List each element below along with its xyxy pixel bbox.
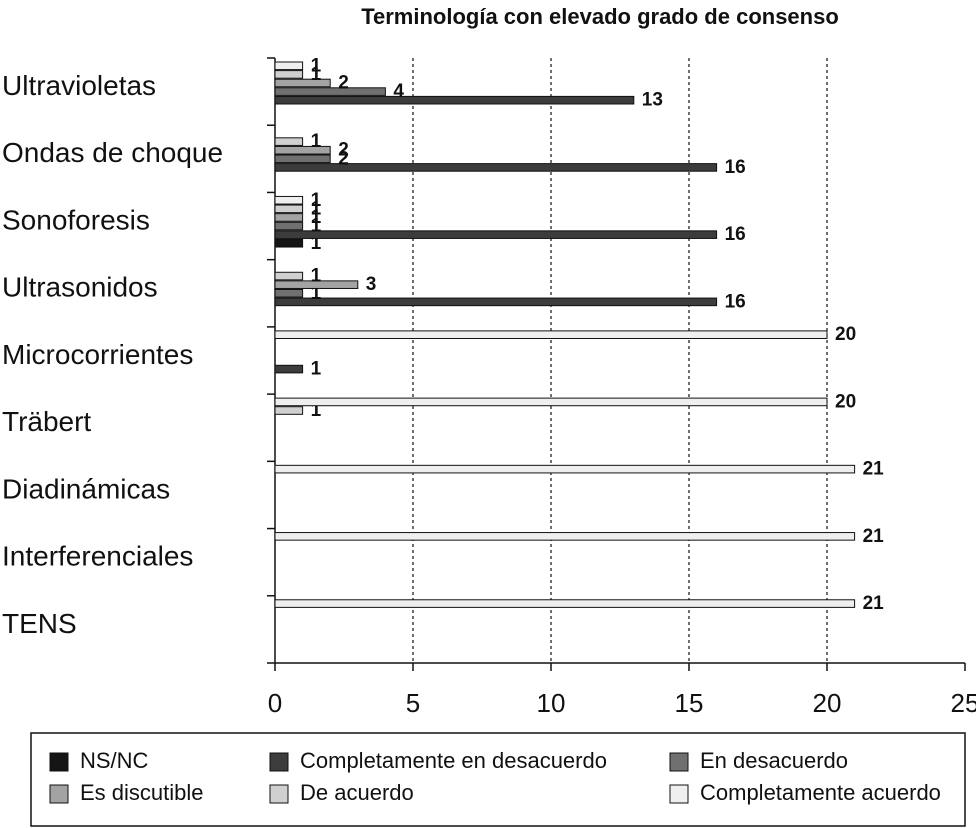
bar: [274, 137, 304, 146]
value-label: 20: [835, 391, 856, 412]
legend-swatch: [49, 752, 69, 772]
value-label: 1: [311, 55, 322, 76]
value-label: 1: [311, 400, 322, 421]
bar: [274, 599, 856, 608]
legend-swatch: [269, 752, 289, 772]
bar: [274, 330, 828, 339]
value-label: 1: [311, 64, 322, 85]
bar: [274, 221, 304, 231]
legend-label: NS/NC: [80, 748, 149, 773]
y-tick-label: Interferenciales: [2, 541, 193, 572]
bar: [274, 532, 856, 541]
value-label: 13: [642, 90, 663, 111]
y-tick-label: Sonoforesis: [2, 204, 150, 235]
value-label: 1: [311, 266, 322, 287]
legend-swatch: [269, 784, 289, 804]
legend-label: De acuerdo: [300, 780, 414, 805]
bar: [274, 406, 304, 415]
value-label: 1: [311, 233, 322, 254]
x-tick-label: 15: [675, 688, 704, 718]
bar: [274, 213, 304, 222]
value-label: 1: [311, 131, 322, 152]
legend-swatch: [669, 784, 689, 804]
y-tick-label: Microcorrientes: [2, 339, 193, 370]
legend-swatch: [49, 784, 69, 804]
value-label: 1: [311, 216, 322, 237]
bar: [274, 154, 331, 164]
bar: [274, 280, 359, 289]
value-label: 21: [863, 526, 885, 547]
bar: [274, 271, 304, 281]
x-tick-label: 0: [268, 688, 282, 718]
bar: [274, 145, 331, 155]
legend-label: Completamente en desacuerdo: [300, 748, 607, 773]
value-label: 16: [725, 224, 746, 245]
value-label: 1: [311, 359, 322, 380]
x-tick-label: 10: [537, 688, 566, 718]
value-label: 20: [835, 324, 856, 345]
legend-box: [30, 732, 966, 827]
y-tick-label: Ondas de choque: [2, 137, 223, 168]
legend-label: Completamente acuerdo: [700, 780, 941, 805]
y-tick-label: TENS: [2, 608, 77, 639]
y-tick-label: Ultravioletas: [2, 70, 156, 101]
bar: [274, 195, 304, 205]
legend-label: En desacuerdo: [700, 748, 848, 773]
value-label: 1: [311, 283, 322, 304]
value-label: 21: [863, 593, 885, 614]
y-tick-label: Träbert: [2, 406, 91, 437]
x-tick-label: 25: [951, 688, 976, 718]
y-tick-label: Ultrasonidos: [2, 272, 158, 303]
bar: [274, 297, 718, 307]
value-label: 1: [311, 198, 322, 219]
bar: [274, 61, 304, 71]
chart-title: Terminología con elevado grado de consen…: [361, 4, 839, 29]
value-label: 2: [338, 73, 349, 94]
value-label: 2: [338, 148, 349, 169]
bar: [274, 163, 718, 172]
value-label: 16: [725, 291, 746, 312]
value-label: 4: [393, 81, 404, 102]
bar: [274, 95, 635, 105]
value-label: 2: [338, 140, 349, 161]
value-label: 3: [366, 274, 377, 295]
bar: [274, 70, 304, 79]
x-tick-label: 20: [813, 688, 842, 718]
value-label: 1: [311, 207, 322, 228]
bar: [274, 288, 304, 298]
value-label: 16: [725, 157, 746, 178]
legend-swatch: [669, 752, 689, 772]
bar: [274, 87, 386, 96]
value-label: 1: [311, 190, 322, 211]
y-tick-label: Diadinámicas: [2, 473, 170, 504]
bar: [274, 78, 331, 88]
bar: [274, 204, 304, 214]
value-label: 21: [863, 459, 885, 480]
legend-label: Es discutible: [80, 780, 204, 805]
bar: [274, 364, 304, 374]
bar: [274, 397, 828, 407]
bar: [274, 464, 856, 474]
bar: [274, 230, 718, 239]
bar: [274, 238, 304, 248]
x-tick-label: 5: [406, 688, 420, 718]
